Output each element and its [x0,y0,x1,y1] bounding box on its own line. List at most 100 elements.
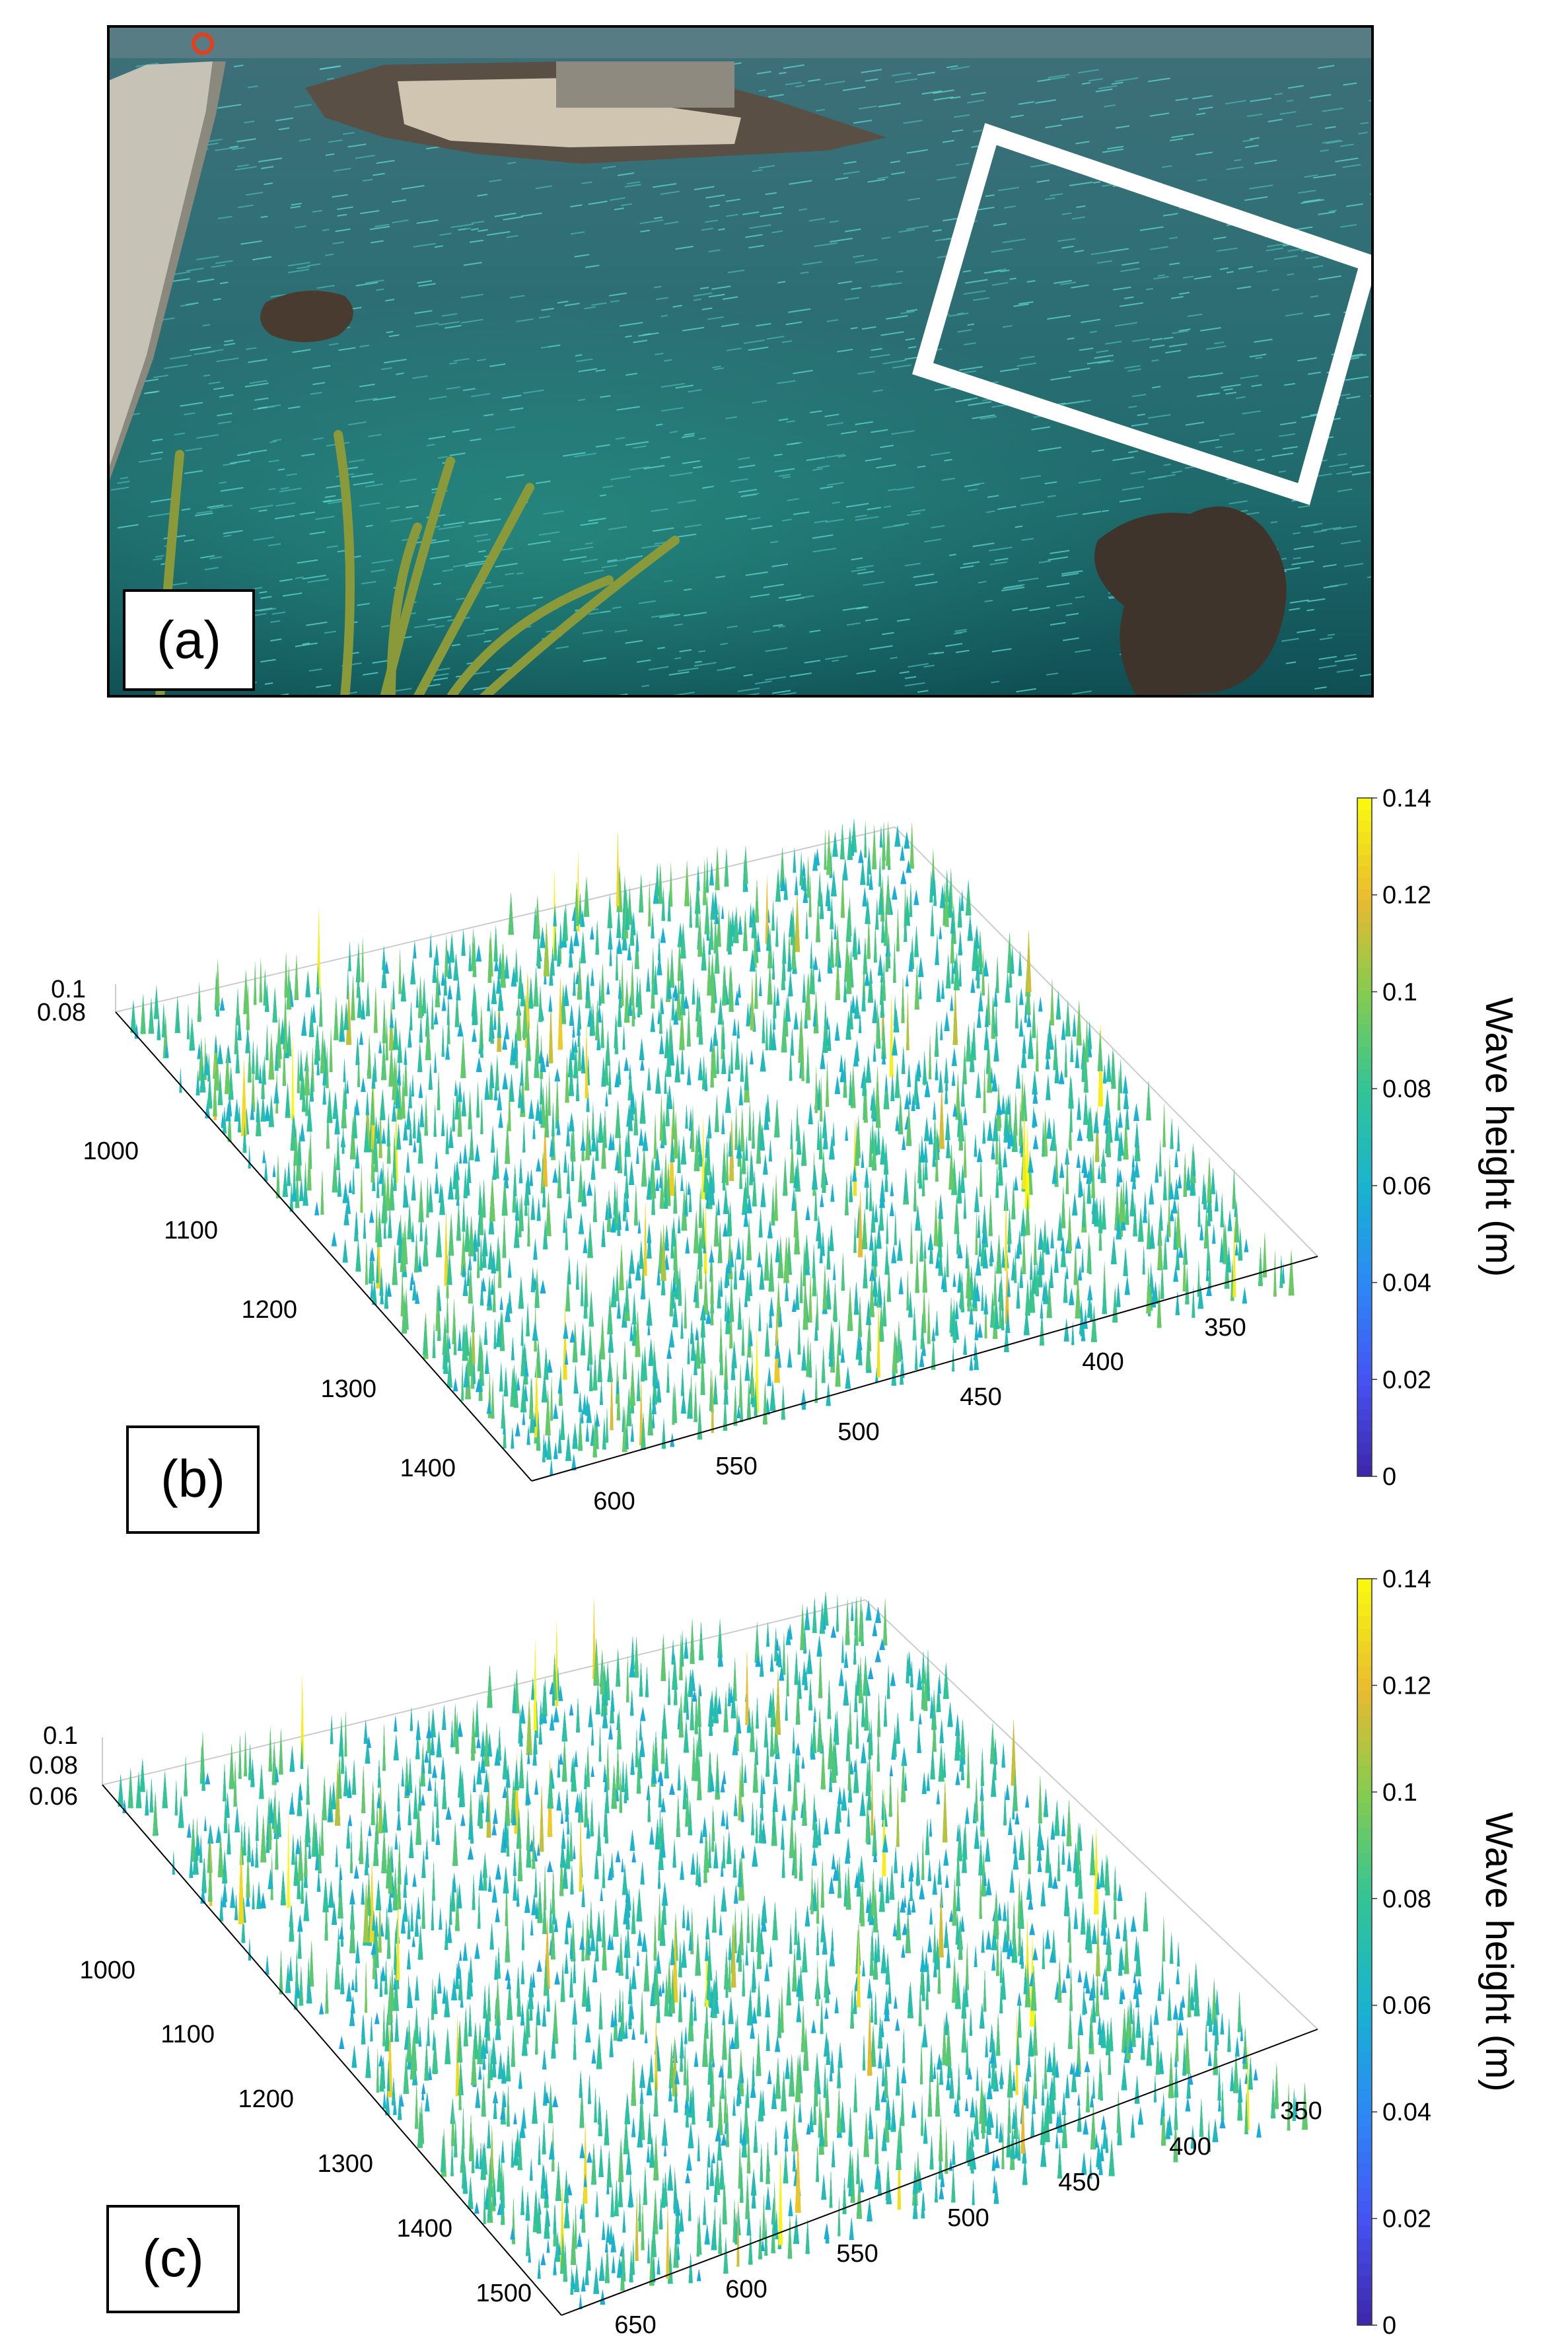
ripple-stroke [1116,125,1130,129]
ripple-stroke [1075,141,1090,145]
surface-spike [642,1346,648,1381]
ripple-stroke [1289,608,1301,611]
ripple-stroke [688,389,702,393]
ripple-stroke [1287,273,1295,276]
ripple-stroke [581,181,592,184]
ripple-stroke [718,228,725,231]
ripple-stroke [208,381,221,384]
ripple-stroke [476,538,491,542]
ripple-stroke [414,310,433,314]
surface-spike [904,1093,910,1110]
ripple-stroke [415,322,439,328]
surface-spike [536,1157,542,1172]
surface-spike [414,1233,419,1273]
surface-spike [583,875,590,917]
ripple-stroke [1297,357,1317,362]
ripple-stroke [1038,447,1061,452]
ripple-stroke [310,392,322,395]
ripple-stroke [249,380,267,384]
ripple-stroke [933,651,944,655]
surface-spike [860,858,866,885]
ripple-stroke [117,480,130,484]
surface-spike [331,1231,337,1246]
ripple-stroke [468,519,490,524]
surface-spike [976,1071,981,1098]
ripple-stroke [494,212,517,217]
ripple-stroke [110,486,129,491]
ripple-stroke [449,452,466,456]
ripple-stroke [964,342,976,345]
ripple-stroke [1171,133,1194,139]
surface-spike [1262,1231,1267,1278]
ripple-stroke [968,401,992,406]
ripple-stroke [727,270,745,273]
surface-spike [1158,1202,1163,1231]
surface-spike [369,1209,374,1223]
ripple-stroke [574,254,590,258]
surface-spike [986,982,991,1026]
surface-spike [687,1181,691,1195]
ripple-stroke [197,278,215,283]
ripple-stroke [964,397,978,401]
surface-spike [1170,1117,1174,1149]
ripple-stroke [217,421,232,425]
ripple-stroke [1358,131,1368,135]
ripple-stroke [752,629,771,633]
ripple-stroke [270,638,282,642]
ripple-stroke [1344,563,1364,567]
ripple-stroke [932,229,942,233]
surface-spike [818,1122,823,1160]
ripple-stroke [1340,143,1354,147]
ripple-stroke [1249,137,1260,140]
ripple-stroke [1081,82,1091,85]
ripple-stroke [1092,181,1101,184]
ripple-stroke [1232,449,1244,452]
ripple-stroke [1291,560,1314,565]
surface-spike [683,995,690,1009]
ripple-stroke [368,433,382,437]
ripple-stroke [451,643,460,647]
ripple-stroke [993,223,1007,227]
ripple-stroke [752,400,767,404]
surface-spike [952,1272,956,1287]
ripple-stroke [712,365,721,369]
surface-spike [1016,1281,1020,1309]
surface-spike [428,1061,433,1090]
ripple-stroke [1163,463,1171,466]
ripple-stroke [477,194,488,197]
ripple-stroke [219,281,229,285]
surface-spike [906,1103,912,1146]
ripple-stroke [878,282,902,287]
ripple-stroke [208,138,223,143]
ripple-stroke [180,402,203,407]
ripple-stroke [904,357,917,360]
ripple-stroke [1165,349,1182,354]
ripple-stroke [601,564,618,569]
ripple-stroke [1337,452,1347,456]
ripple-stroke [376,288,384,291]
ripple-stroke [749,224,771,229]
surface-spike [365,1091,369,1116]
ripple-stroke [1289,599,1309,604]
ripple-stroke [1030,163,1052,168]
surface-spike [717,1279,721,1309]
ripple-stroke [994,558,1009,561]
ripple-stroke [1020,475,1042,480]
ripple-stroke [347,143,367,148]
ripple-stroke [1244,196,1268,201]
ripple-stroke [923,665,935,668]
ripple-stroke [1322,139,1341,144]
ripple-stroke [338,347,356,351]
ripple-stroke [1021,538,1034,541]
surface-spike [666,977,672,999]
surface-spike [568,1065,575,1097]
ripple-stroke [621,203,633,207]
ripple-stroke [1036,179,1050,183]
ripple-stroke [1304,174,1318,178]
ripple-stroke [264,682,273,685]
ripple-stroke [886,315,908,320]
ripple-stroke [1095,89,1113,92]
ripple-stroke [295,576,304,579]
ripple-stroke [668,671,690,676]
ripple-stroke [1339,224,1357,228]
